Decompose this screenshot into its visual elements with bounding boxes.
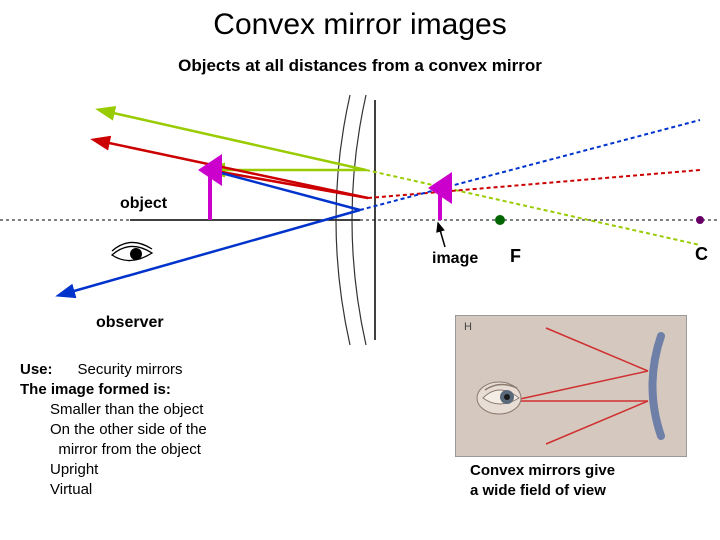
- svg-text:H: H: [464, 321, 472, 333]
- bullet: Upright: [50, 460, 207, 480]
- bullet: Smaller than the object: [50, 400, 207, 420]
- page-title: Convex mirror images: [0, 8, 720, 42]
- image-formed-heading: The image formed is:: [20, 381, 171, 398]
- page-subtitle: Objects at all distances from a convex m…: [0, 56, 720, 76]
- inset-caption-2: a wide field of view: [470, 482, 606, 499]
- description-block: Use: Security mirrors The image formed i…: [20, 360, 207, 500]
- inset-svg: H: [456, 316, 686, 456]
- label-image: image: [432, 250, 478, 268]
- label-observer: observer: [96, 314, 164, 332]
- bullet: mirror from the object: [50, 440, 207, 460]
- label-center: C: [695, 244, 708, 265]
- use-label: Use:: [20, 361, 53, 378]
- bullet: Virtual: [50, 480, 207, 500]
- label-object: object: [120, 195, 167, 213]
- label-focal: F: [510, 246, 521, 267]
- inset-illustration: H: [455, 315, 687, 457]
- use-value: Security mirrors: [78, 361, 183, 378]
- bullet: On the other side of the: [50, 420, 207, 440]
- inset-caption-1: Convex mirrors give: [470, 462, 615, 479]
